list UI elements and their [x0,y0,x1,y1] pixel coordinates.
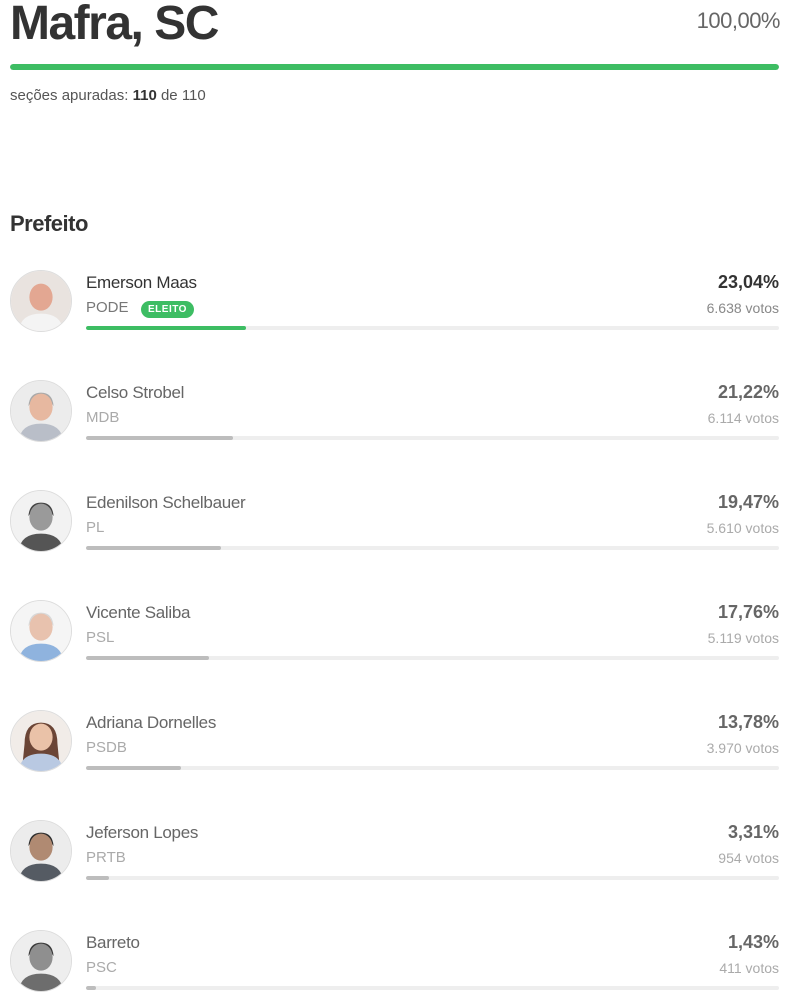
candidate-votes: 411 votos [719,960,779,976]
candidate-vote-bar [86,326,779,330]
candidate-percent: 1,43% [727,932,779,952]
candidate-name: Emerson Maas [86,273,197,292]
candidate-percent: 3,31% [727,822,779,842]
overall-percent: 100,00% [696,8,781,33]
man-suit-icon [10,490,72,552]
candidate-votes: 5.610 votos [706,520,779,536]
candidate-party: MDB [86,409,120,426]
sections-total: 110 [181,87,206,104]
candidate-name: Barreto [86,933,140,952]
candidate-row: Emerson Maas PODE ELEITO 23,04% 6.638 votos [0,270,807,350]
older-man-icon [10,600,72,662]
bald-man-icon [10,270,72,332]
candidate-percent: 21,22% [717,382,779,402]
candidate-vote-bar [86,766,779,770]
candidate-name: Jeferson Lopes [86,823,199,842]
candidate-percent: 17,76% [717,602,779,622]
candidate-percent: 23,04% [717,272,779,292]
candidate-vote-fill [86,436,234,440]
candidate-vote-bar [86,546,779,550]
candidate-percent: 13,78% [717,712,779,732]
candidate-party: PSL [86,629,115,646]
candidate-name: Celso Strobel [86,383,185,402]
candidate-row: Adriana Dornelles PSDB 13,78% 3.970 votos [0,710,807,790]
candidate-vote-fill [86,546,221,550]
candidate-vote-fill [86,326,246,330]
candidate-party: PSDB [86,739,127,756]
overall-progress-bar [10,64,779,70]
sections-mid: de [160,87,178,104]
candidate-vote-fill [86,656,210,660]
sections-counted-line: seções apuradas: 110 de 110 [10,87,206,104]
woman-icon [10,710,72,772]
candidate-party: PL [86,519,105,536]
candidate-votes: 3.970 votos [706,740,779,756]
candidate-row: Vicente Saliba PSL 17,76% 5.119 votos [0,600,807,680]
candidate-vote-bar [86,986,779,990]
elected-badge: ELEITO [141,301,194,318]
sections-counted: 110 [132,87,157,104]
candidate-vote-fill [86,986,96,990]
candidate-party: PSC [86,959,117,976]
candidate-votes: 6.638 votos [706,300,779,316]
candidate-vote-bar [86,436,779,440]
candidate-row: Edenilson Schelbauer PL 19,47% 5.610 votos [0,490,807,570]
sections-prefix: seções apuradas: [10,87,129,104]
candidate-votes: 6.114 votos [707,410,779,426]
city-title: Mafra, SC [10,0,219,50]
candidate-name: Vicente Saliba [86,603,191,622]
candidate-row: Jeferson Lopes PRTB 3,31% 954 votos [0,820,807,900]
candidate-vote-fill [86,876,109,880]
candidate-percent: 19,47% [717,492,779,512]
candidate-row: Barreto PSC 1,43% 411 votos [0,930,807,999]
candidate-row: Celso Strobel MDB 21,22% 6.114 votos [0,380,807,460]
office-title: Prefeito [10,211,88,236]
candidate-party: PRTB [86,849,126,866]
man-icon [10,930,72,992]
candidate-party: PODE [86,299,129,316]
candidate-vote-fill [86,766,182,770]
gray-hair-man-icon [10,380,72,442]
candidate-name: Adriana Dornelles [86,713,217,732]
candidate-votes: 954 votos [718,850,779,866]
candidate-name: Edenilson Schelbauer [86,493,246,512]
candidate-vote-bar [86,656,779,660]
candidate-votes: 5.119 votos [707,630,779,646]
candidate-vote-bar [86,876,779,880]
young-man-icon [10,820,72,882]
overall-progress-fill [10,64,779,70]
